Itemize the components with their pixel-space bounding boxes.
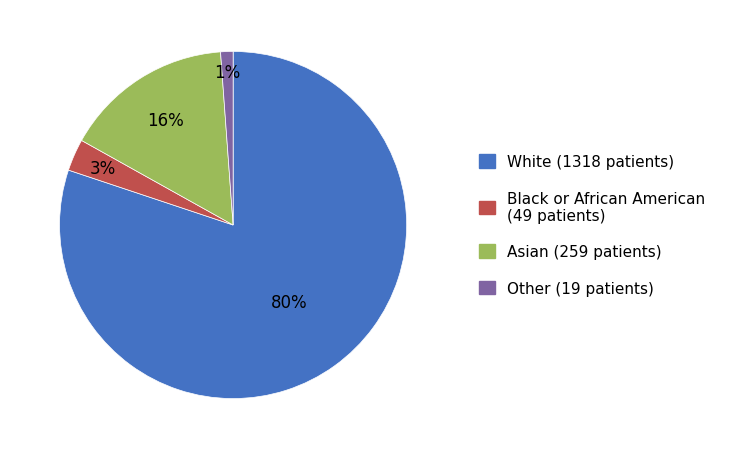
Legend: White (1318 patients), Black or African American
(49 patients), Asian (259 patie: White (1318 patients), Black or African …: [480, 155, 705, 296]
Wedge shape: [59, 52, 407, 399]
Text: 16%: 16%: [147, 111, 184, 129]
Wedge shape: [81, 53, 233, 226]
Wedge shape: [220, 52, 233, 226]
Text: 80%: 80%: [271, 294, 308, 312]
Text: 1%: 1%: [214, 64, 241, 82]
Wedge shape: [68, 141, 233, 226]
Text: 3%: 3%: [89, 159, 116, 177]
